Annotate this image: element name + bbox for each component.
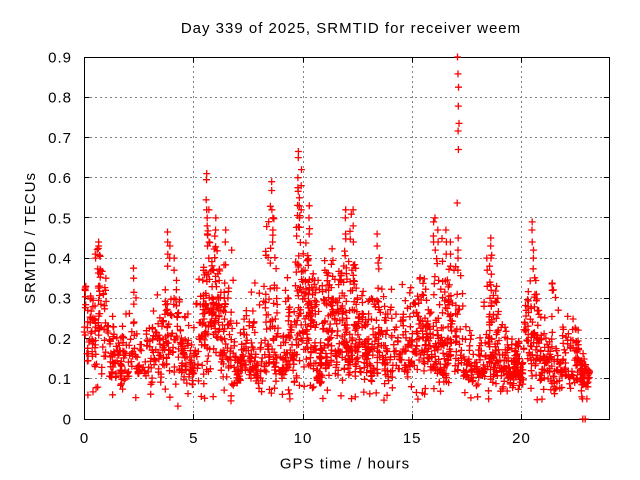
- svg-text:0.9: 0.9: [48, 49, 72, 66]
- svg-text:0.3: 0.3: [48, 291, 72, 308]
- svg-text:0.8: 0.8: [48, 90, 72, 107]
- svg-text:Day 339 of 2025, SRMTID for re: Day 339 of 2025, SRMTID for receiver wee…: [181, 20, 521, 37]
- svg-text:0: 0: [63, 411, 72, 428]
- svg-text:15: 15: [403, 430, 422, 447]
- svg-text:5: 5: [189, 430, 198, 447]
- svg-text:0.7: 0.7: [48, 130, 72, 147]
- svg-text:0.1: 0.1: [48, 371, 72, 388]
- svg-text:10: 10: [294, 430, 313, 447]
- svg-text:SRMTID / TECUs: SRMTID / TECUs: [22, 172, 39, 304]
- svg-text:20: 20: [512, 430, 531, 447]
- svg-text:0.2: 0.2: [48, 331, 72, 348]
- svg-text:0.5: 0.5: [48, 210, 72, 227]
- svg-text:GPS time / hours: GPS time / hours: [280, 456, 410, 473]
- svg-text:0.6: 0.6: [48, 170, 72, 187]
- svg-text:0.4: 0.4: [48, 251, 72, 268]
- svg-text:0: 0: [80, 430, 89, 447]
